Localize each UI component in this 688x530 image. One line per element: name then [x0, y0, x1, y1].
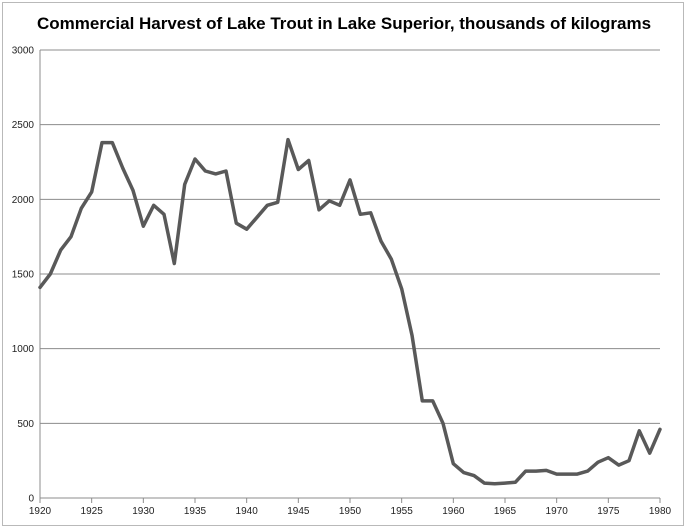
x-tick-label: 1975 — [597, 506, 620, 517]
y-tick-label: 1000 — [12, 344, 35, 355]
y-tick-label: 0 — [28, 494, 34, 505]
y-tick-label: 3000 — [12, 46, 35, 57]
x-tick-label: 1925 — [81, 506, 104, 517]
x-tick-label: 1930 — [132, 506, 155, 517]
x-tick-label: 1940 — [236, 506, 259, 517]
series-line — [38, 137, 662, 486]
x-tick-label: 1960 — [442, 506, 465, 517]
y-tick-label: 500 — [17, 419, 34, 430]
x-tick-label: 1965 — [494, 506, 517, 517]
x-tick-label: 1955 — [391, 506, 414, 517]
y-tick-label: 2500 — [12, 120, 35, 131]
x-tick-label: 1935 — [184, 506, 207, 517]
x-tick-label: 1950 — [339, 506, 362, 517]
chart-title: Commercial Harvest of Lake Trout in Lake… — [36, 14, 652, 33]
x-tick-label: 1920 — [29, 506, 52, 517]
x-tick-label: 1945 — [287, 506, 310, 517]
y-tick-label: 1500 — [12, 270, 35, 281]
x-tick-label: 1980 — [649, 506, 672, 517]
y-tick-label: 2000 — [12, 195, 35, 206]
x-tick-label: 1970 — [546, 506, 569, 517]
